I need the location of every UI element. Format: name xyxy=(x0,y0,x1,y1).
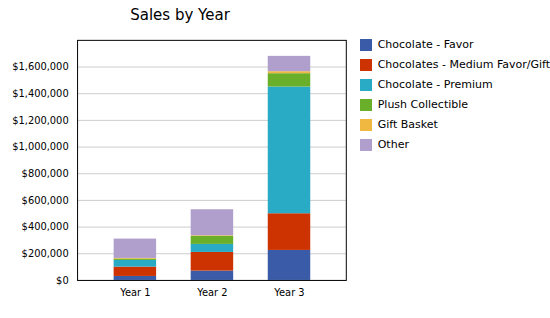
svg-text:$1,200,000: $1,200,000 xyxy=(12,115,68,126)
html-text:Sales by Year: Sales by Year xyxy=(130,6,230,24)
svg-text:Year 2: Year 2 xyxy=(196,287,227,298)
svg-text:$1,600,000: $1,600,000 xyxy=(12,61,68,72)
svg-text:$1,000,000: $1,000,000 xyxy=(12,141,68,152)
html-text:Chocolates - Medium Favor/Gift: Chocolates - Medium Favor/Gift xyxy=(377,58,550,71)
svg-text:Year 1: Year 1 xyxy=(119,287,150,298)
svg-text:$800,000: $800,000 xyxy=(22,168,69,179)
html-text:Plush Collectible: Plush Collectible xyxy=(377,98,469,111)
svg-text:$400,000: $400,000 xyxy=(22,221,69,232)
html-text:Gift Basket: Gift Basket xyxy=(377,118,438,131)
html-text:Chocolate - Favor: Chocolate - Favor xyxy=(377,38,474,51)
html-text:Chocolate - Premium: Chocolate - Premium xyxy=(377,78,493,91)
svg-text:$600,000: $600,000 xyxy=(22,195,69,206)
svg-text:Year 3: Year 3 xyxy=(273,287,304,298)
svg-text:$200,000: $200,000 xyxy=(22,248,69,259)
svg-text:$0: $0 xyxy=(56,275,69,286)
html-text:Other: Other xyxy=(377,138,409,151)
svg-text:$1,400,000: $1,400,000 xyxy=(12,88,68,99)
